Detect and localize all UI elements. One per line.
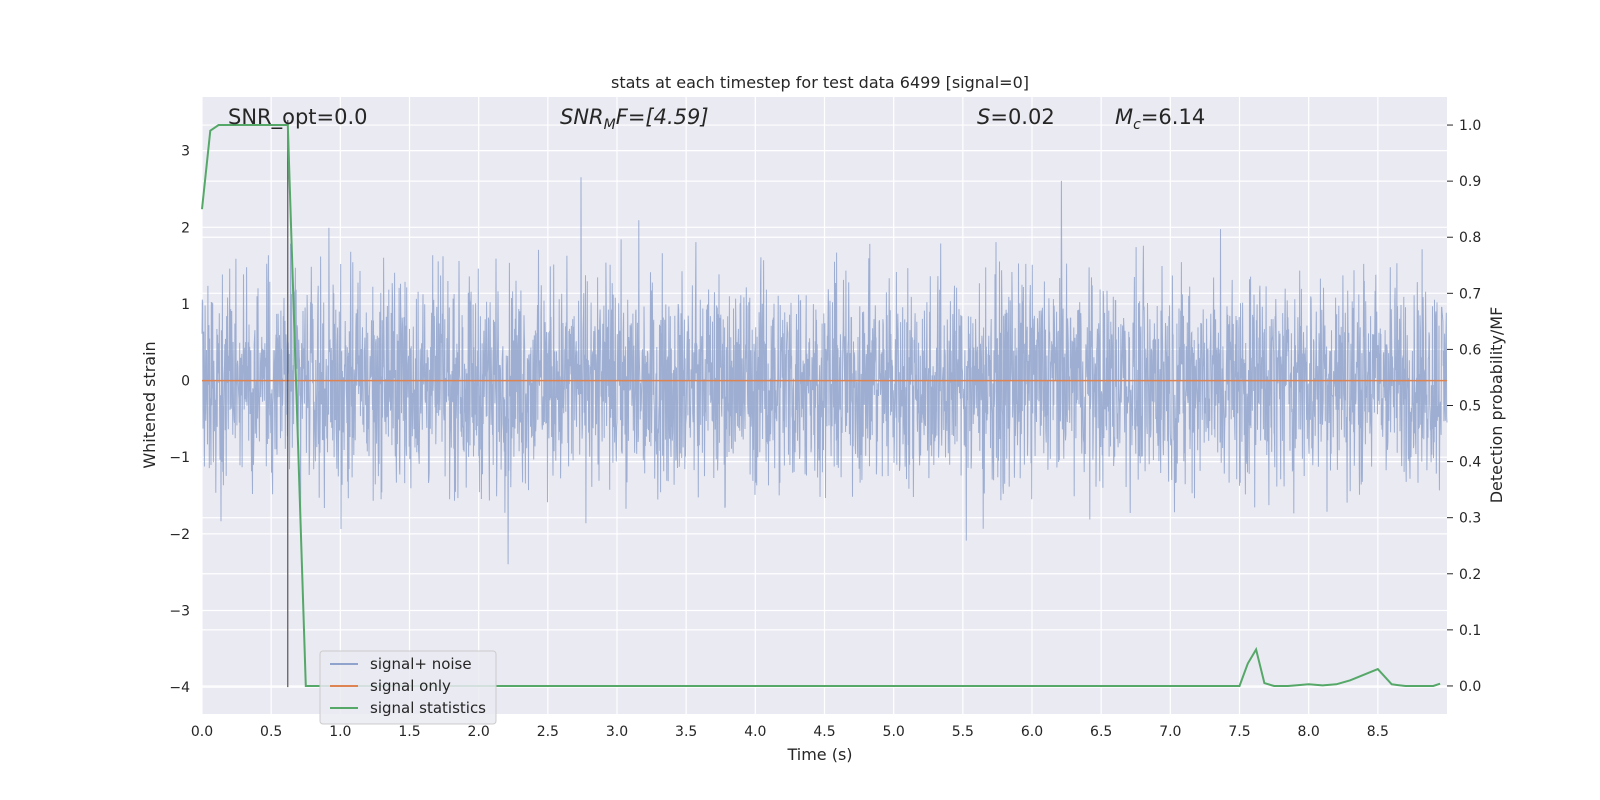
y-tick-label-4: −1 — [169, 450, 190, 466]
legend-label-signal-noise: signal+ noise — [370, 655, 472, 673]
x-tick-label-9: 4.5 — [813, 724, 835, 740]
y-tick-label-1: 2 — [181, 220, 190, 236]
y2-tick-label-3: 0.7 — [1459, 286, 1481, 302]
x-tick-label-6: 3.0 — [606, 724, 628, 740]
x-tick-label-11: 5.5 — [952, 724, 974, 740]
x-tick-label-1: 0.5 — [260, 724, 282, 740]
y-tick-label-0: 3 — [181, 144, 190, 160]
x-tick-label-13: 6.5 — [1090, 724, 1112, 740]
signal-noise-line — [201, 177, 1448, 565]
y2-axis-ticks: 1.0 0.9 0.8 0.7 0.6 0.5 0.4 0.3 0.2 0.1 0.0 — [1447, 118, 1481, 695]
y2-tick-label-2: 0.8 — [1459, 230, 1481, 246]
x-tick-label-17: 8.5 — [1367, 724, 1389, 740]
x-tick-label-3: 1.5 — [398, 724, 420, 740]
y2-tick-label-10: 0.0 — [1459, 679, 1481, 695]
y-axis-label: Whitened strain — [140, 341, 159, 468]
legend: signal+ noise signal only signal statist… — [319, 650, 497, 725]
x-tick-label-12: 6.0 — [1021, 724, 1043, 740]
x-tick-label-10: 5.0 — [883, 724, 905, 740]
x-tick-label-2: 1.0 — [329, 724, 351, 740]
signal-statistics-line — [201, 124, 1441, 687]
x-tick-label-7: 3.5 — [675, 724, 697, 740]
signal-noise-series — [201, 177, 1448, 565]
annotation-snr-mf: SNRMF=[4.59] — [560, 105, 709, 133]
annotation-snr-opt: SNR_opt=0.0 — [228, 105, 368, 130]
x-axis-label: Time (s) — [786, 745, 852, 764]
x-tick-label-0: 0.0 — [191, 724, 213, 740]
y2-tick-label-6: 0.4 — [1459, 455, 1481, 471]
legend-label-signal-statistics: signal statistics — [370, 699, 486, 717]
x-tick-label-4: 2.0 — [468, 724, 490, 740]
legend-box — [319, 650, 497, 725]
y2-tick-label-5: 0.5 — [1459, 399, 1481, 415]
annotation-s: S=0.02 — [977, 105, 1055, 129]
x-tick-label-16: 8.0 — [1298, 724, 1320, 740]
x-axis-ticks: 0.0 0.5 1.0 1.5 2.0 2.5 3.0 3.5 4.0 4.5 5.0 5.5 6.0 6… — [191, 724, 1389, 740]
y2-tick-label-4: 0.6 — [1459, 342, 1481, 358]
y-tick-label-2: 1 — [181, 297, 190, 313]
y2-axis-label: Detection probability/MF — [1487, 307, 1506, 504]
y2-tick-label-8: 0.2 — [1459, 567, 1481, 583]
x-tick-label-8: 4.0 — [744, 724, 766, 740]
signal-statistics-series — [201, 124, 1441, 687]
legend-label-signal-only: signal only — [370, 677, 451, 695]
y2-tick-label-7: 0.3 — [1459, 511, 1481, 527]
y2-tick-label-0: 1.0 — [1459, 118, 1481, 134]
y-tick-label-6: −3 — [169, 604, 190, 620]
x-tick-label-15: 7.5 — [1228, 724, 1250, 740]
y2-tick-label-9: 0.1 — [1459, 623, 1481, 639]
y-tick-label-7: −4 — [169, 680, 190, 696]
annotation-mc: Mc=6.14 — [1115, 105, 1205, 133]
y-axis-ticks: 3 2 1 0 −1 −2 −3 −4 — [169, 144, 190, 697]
chart-title: stats at each timestep for test data 649… — [611, 73, 1029, 92]
y-tick-label-3: 0 — [181, 374, 190, 390]
x-tick-label-5: 2.5 — [537, 724, 559, 740]
x-tick-label-14: 7.0 — [1159, 724, 1181, 740]
y-tick-label-5: −2 — [169, 527, 190, 543]
y2-tick-label-1: 0.9 — [1459, 174, 1481, 190]
